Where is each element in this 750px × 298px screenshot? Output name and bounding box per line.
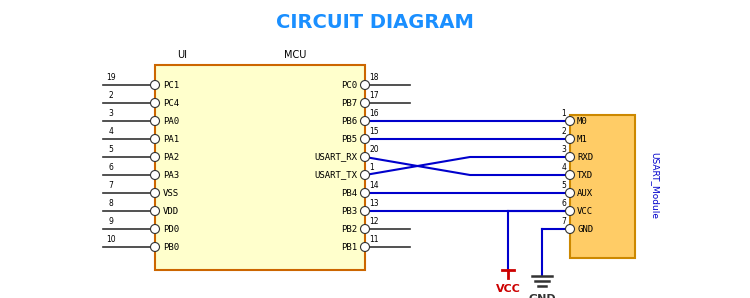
Text: 18: 18: [369, 73, 379, 82]
Text: M1: M1: [577, 134, 588, 144]
Text: USART_RX: USART_RX: [314, 153, 357, 162]
Circle shape: [566, 134, 574, 144]
Text: 19: 19: [106, 73, 116, 82]
Text: PB3: PB3: [340, 207, 357, 215]
Circle shape: [361, 99, 370, 108]
Text: PA3: PA3: [163, 170, 179, 179]
Text: 4: 4: [109, 127, 113, 136]
Circle shape: [566, 117, 574, 125]
Text: PA1: PA1: [163, 134, 179, 144]
Circle shape: [151, 170, 160, 179]
Circle shape: [361, 117, 370, 125]
Circle shape: [151, 117, 160, 125]
Circle shape: [151, 80, 160, 89]
Text: 7: 7: [561, 217, 566, 226]
Circle shape: [151, 224, 160, 234]
Text: UI: UI: [177, 50, 187, 60]
Circle shape: [151, 134, 160, 144]
Text: VSS: VSS: [163, 189, 179, 198]
Text: 11: 11: [369, 235, 379, 244]
Text: USART_Module: USART_Module: [650, 153, 659, 220]
Circle shape: [151, 243, 160, 252]
Text: TXD: TXD: [577, 170, 593, 179]
Text: MCU: MCU: [284, 50, 306, 60]
Text: VDD: VDD: [163, 207, 179, 215]
Circle shape: [361, 189, 370, 198]
Text: AUX: AUX: [577, 189, 593, 198]
Text: PB5: PB5: [340, 134, 357, 144]
Circle shape: [361, 134, 370, 144]
Text: VCC: VCC: [496, 284, 520, 294]
Circle shape: [361, 170, 370, 179]
Text: 1: 1: [561, 109, 566, 118]
Circle shape: [566, 224, 574, 234]
Text: PB6: PB6: [340, 117, 357, 125]
Text: PC4: PC4: [163, 99, 179, 108]
Text: PC1: PC1: [163, 80, 179, 89]
Text: 2: 2: [109, 91, 113, 100]
Circle shape: [151, 153, 160, 162]
Text: 14: 14: [369, 181, 379, 190]
Text: CIRCUIT DIAGRAM: CIRCUIT DIAGRAM: [276, 13, 474, 32]
Bar: [570, 115, 635, 258]
Text: 8: 8: [109, 199, 113, 208]
Text: PA2: PA2: [163, 153, 179, 162]
Text: 7: 7: [109, 181, 113, 190]
Text: 15: 15: [369, 127, 379, 136]
Text: PB0: PB0: [163, 243, 179, 252]
Text: VCC: VCC: [577, 207, 593, 215]
Text: 17: 17: [369, 91, 379, 100]
Text: GND: GND: [577, 224, 593, 234]
Text: USART_TX: USART_TX: [314, 170, 357, 179]
Text: 12: 12: [369, 217, 379, 226]
Text: 3: 3: [109, 109, 113, 118]
Circle shape: [361, 207, 370, 215]
Circle shape: [566, 207, 574, 215]
Text: 9: 9: [109, 217, 113, 226]
Text: 2: 2: [561, 127, 566, 136]
Circle shape: [361, 153, 370, 162]
Text: 16: 16: [369, 109, 379, 118]
Text: 6: 6: [109, 163, 113, 172]
Text: 6: 6: [561, 199, 566, 208]
Text: 20: 20: [369, 145, 379, 154]
Text: 4: 4: [561, 163, 566, 172]
Text: 3: 3: [561, 145, 566, 154]
Text: PB2: PB2: [340, 224, 357, 234]
Circle shape: [566, 189, 574, 198]
Text: PD0: PD0: [163, 224, 179, 234]
Circle shape: [361, 243, 370, 252]
Circle shape: [566, 170, 574, 179]
Text: GND: GND: [528, 294, 556, 298]
Text: 10: 10: [106, 235, 116, 244]
Text: RXD: RXD: [577, 153, 593, 162]
Text: 5: 5: [561, 181, 566, 190]
Circle shape: [151, 99, 160, 108]
Text: PB1: PB1: [340, 243, 357, 252]
Circle shape: [361, 80, 370, 89]
Text: M0: M0: [577, 117, 588, 125]
Circle shape: [151, 189, 160, 198]
Text: PC0: PC0: [340, 80, 357, 89]
Circle shape: [566, 153, 574, 162]
Text: PB7: PB7: [340, 99, 357, 108]
Text: 13: 13: [369, 199, 379, 208]
Text: PA0: PA0: [163, 117, 179, 125]
Bar: [155, 65, 365, 270]
Circle shape: [151, 207, 160, 215]
Circle shape: [361, 224, 370, 234]
Text: 5: 5: [109, 145, 113, 154]
Text: 1: 1: [369, 163, 374, 172]
Text: PB4: PB4: [340, 189, 357, 198]
